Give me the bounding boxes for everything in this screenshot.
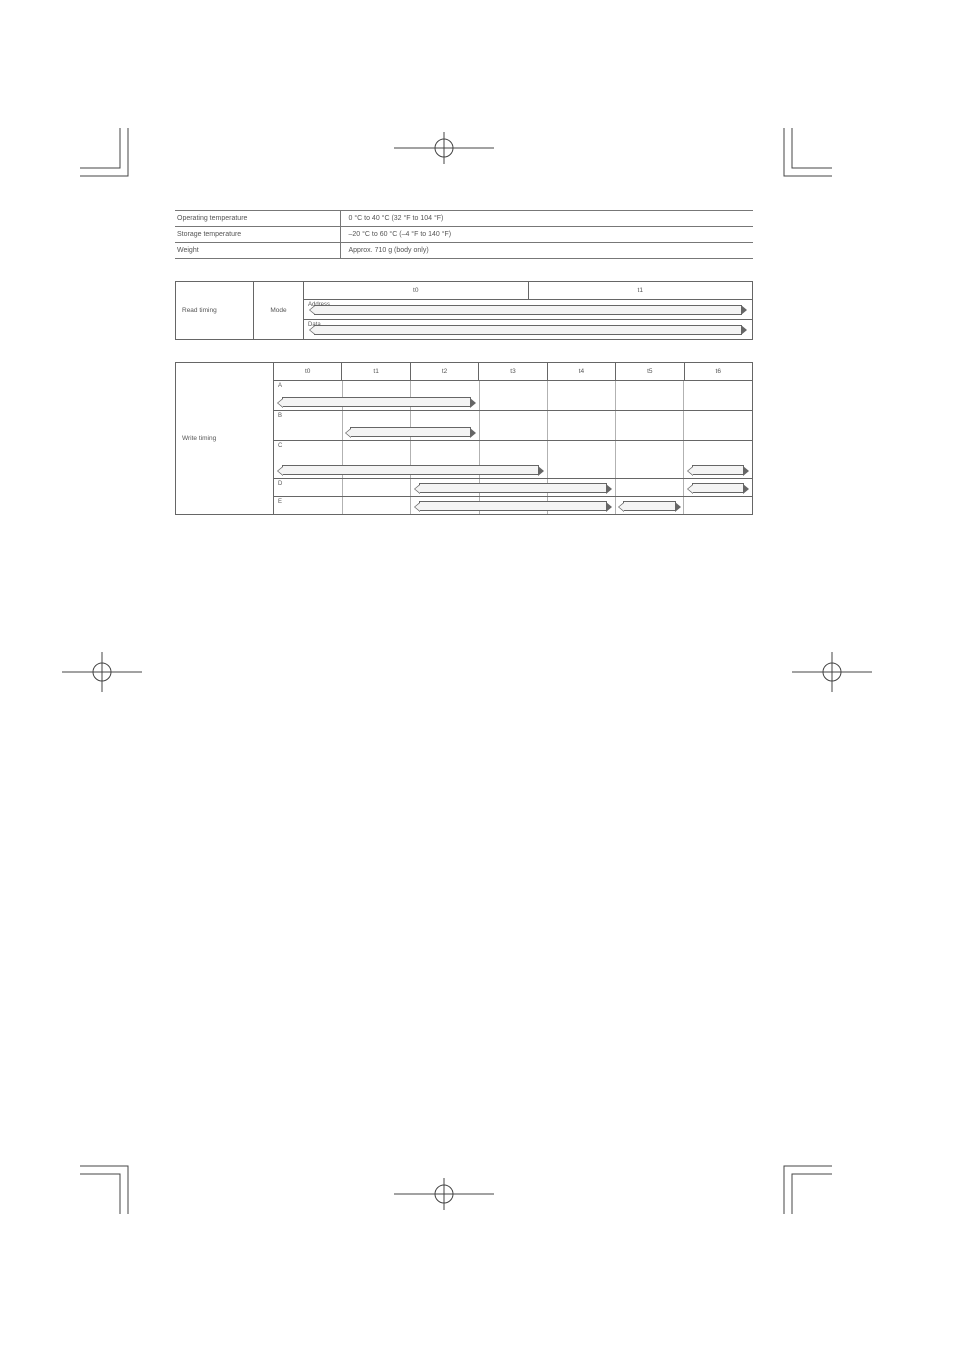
timing2-row: C: [274, 441, 753, 479]
spec-row-value: Approx. 710 g (body only): [340, 243, 753, 259]
timing1-row-data: Data: [304, 320, 753, 340]
timing2-row-label: B: [278, 413, 282, 419]
spec-row-label: Storage temperature: [175, 227, 340, 243]
timing2-row-label: A: [278, 383, 282, 389]
timing2-row-label: C: [278, 443, 282, 449]
timing-bar: [419, 501, 608, 511]
registration-mark-left: [62, 646, 142, 698]
registration-mark-right: [792, 646, 872, 698]
timing2-row-label: E: [278, 499, 282, 505]
timing2-side-label: Write timing: [176, 363, 274, 515]
timing2-col-header: t4: [547, 363, 615, 381]
crop-mark-top-left: [80, 128, 136, 184]
timing-bar: [692, 465, 744, 475]
spec-table: Operating temperature0 °C to 40 °C (32 °…: [175, 210, 753, 259]
timing1-mode-label: Mode: [254, 282, 304, 340]
timing2-col-header: t2: [410, 363, 478, 381]
timing2-col-header: t1: [342, 363, 410, 381]
timing2-col-header: t5: [616, 363, 684, 381]
timing1-row-address: Address: [304, 300, 753, 320]
timing-bar: [623, 501, 675, 511]
timing2-row: B: [274, 411, 753, 441]
spec-row-label: Operating temperature: [175, 211, 340, 227]
crop-mark-bottom-left: [80, 1158, 136, 1214]
timing-bar: [282, 397, 471, 407]
spec-row-label: Weight: [175, 243, 340, 259]
timing-bar: [419, 483, 608, 493]
timing2-row: D: [274, 479, 753, 497]
timing2-col-header: t0: [274, 363, 342, 381]
timing1-col-header: t1: [528, 282, 753, 300]
timing2-col-header: t6: [684, 363, 752, 381]
spec-row-value: 0 °C to 40 °C (32 °F to 104 °F): [340, 211, 753, 227]
registration-mark-bottom: [394, 1174, 494, 1214]
page-content: Operating temperature0 °C to 40 °C (32 °…: [175, 210, 753, 515]
timing1-col-header: t0: [304, 282, 529, 300]
timing-table-1: Read timing Mode t0 t1 Address Data: [175, 281, 753, 340]
timing-bar: [350, 427, 471, 437]
crop-mark-bottom-right: [776, 1158, 832, 1214]
registration-mark-top: [394, 128, 494, 168]
timing-bar: [282, 465, 539, 475]
timing2-col-header: t3: [479, 363, 547, 381]
timing2-row: A: [274, 381, 753, 411]
timing1-side-label: Read timing: [176, 282, 254, 340]
crop-mark-top-right: [776, 128, 832, 184]
timing-bar: [692, 483, 744, 493]
spec-row-value: –20 °C to 60 °C (–4 °F to 140 °F): [340, 227, 753, 243]
timing-table-2: Write timing t0t1t2t3t4t5t6 A B C D E: [175, 362, 753, 515]
timing2-row: E: [274, 497, 753, 515]
timing2-row-label: D: [278, 481, 282, 487]
